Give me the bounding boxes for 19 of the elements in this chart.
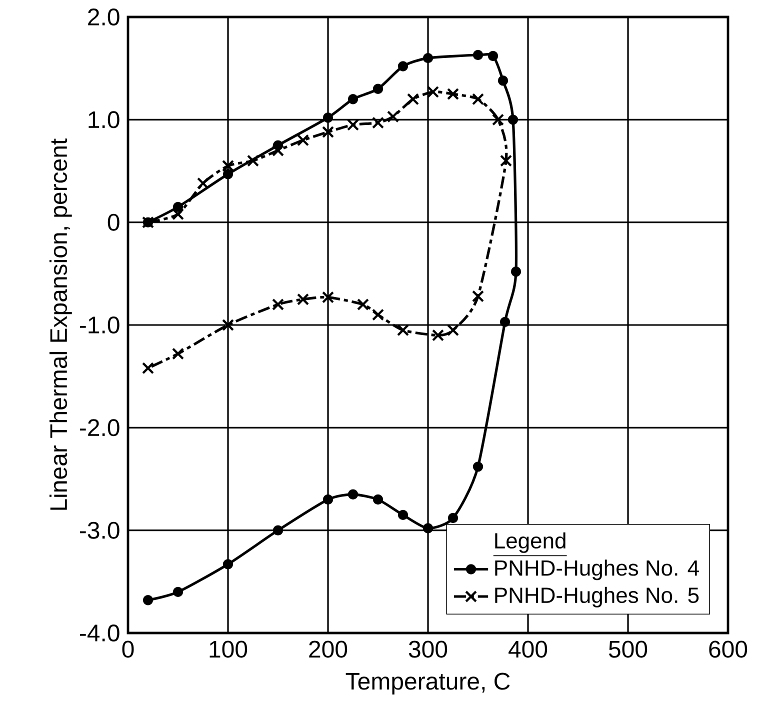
y-tick-label: -2.0: [80, 419, 120, 436]
x-tick-label: 600: [709, 640, 748, 658]
x-tick-label: 400: [508, 640, 548, 658]
x-tick-label: 300: [408, 640, 448, 658]
x-tick-label: 500: [608, 640, 648, 658]
x-axis-title: Temperature, C: [346, 672, 510, 695]
y-axis-title: Linear Thermal Expansion, percent: [49, 138, 72, 510]
x-tick-label: 100: [210, 640, 248, 658]
legend-label: PNHD-Hughes No. 4: [495, 560, 699, 580]
y-tick-label: 1.0: [88, 111, 120, 128]
x-tick-label: 0: [122, 640, 134, 658]
y-tick-label: -1.0: [80, 316, 120, 334]
y-tick-label: 0: [108, 214, 120, 231]
y-tick-label: 2.0: [88, 8, 120, 26]
x-tick-label: 200: [309, 640, 348, 658]
y-tick-label: -4.0: [80, 624, 120, 642]
y-tick-label: -3.0: [80, 522, 120, 539]
legend-title: Legend: [495, 532, 566, 553]
legend-label: PNHD-Hughes No. 5: [495, 586, 699, 608]
